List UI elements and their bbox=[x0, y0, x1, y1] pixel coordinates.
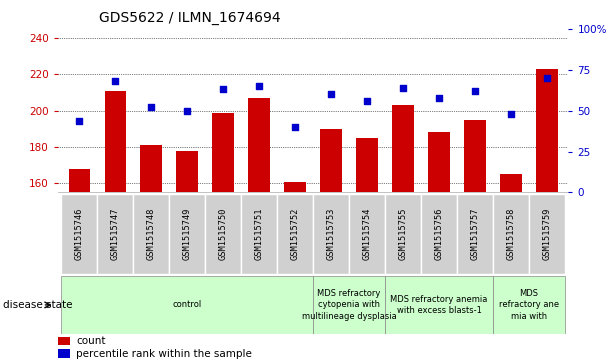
Text: GSM1515757: GSM1515757 bbox=[471, 208, 480, 260]
Point bbox=[362, 98, 372, 104]
Text: GSM1515755: GSM1515755 bbox=[398, 208, 407, 260]
Point bbox=[182, 108, 192, 114]
Text: GSM1515752: GSM1515752 bbox=[291, 208, 300, 260]
Text: GSM1515747: GSM1515747 bbox=[111, 208, 120, 260]
Point bbox=[398, 85, 408, 91]
Bar bbox=[536, 69, 558, 363]
Bar bbox=[140, 145, 162, 363]
Bar bbox=[493, 276, 565, 334]
Point bbox=[542, 75, 552, 81]
Text: GSM1515754: GSM1515754 bbox=[362, 208, 371, 260]
Bar bbox=[105, 91, 126, 363]
Point bbox=[218, 87, 228, 93]
Text: disease state: disease state bbox=[3, 300, 72, 310]
Point bbox=[506, 111, 516, 117]
Point bbox=[290, 124, 300, 130]
Bar bbox=[61, 194, 97, 274]
Bar bbox=[464, 120, 486, 363]
Bar bbox=[169, 194, 206, 274]
Text: GSM1515750: GSM1515750 bbox=[219, 208, 228, 260]
Bar bbox=[529, 194, 565, 274]
Text: count: count bbox=[76, 336, 106, 346]
Bar bbox=[500, 174, 522, 363]
Bar bbox=[356, 138, 378, 363]
Text: GSM1515759: GSM1515759 bbox=[542, 208, 551, 260]
Point bbox=[326, 91, 336, 97]
Point bbox=[74, 118, 84, 123]
Bar bbox=[212, 113, 234, 363]
Bar bbox=[428, 132, 450, 363]
Bar bbox=[277, 194, 313, 274]
Bar bbox=[385, 276, 493, 334]
Text: percentile rank within the sample: percentile rank within the sample bbox=[76, 349, 252, 359]
Bar bbox=[349, 194, 385, 274]
Bar bbox=[58, 337, 70, 346]
Bar bbox=[285, 182, 306, 363]
Text: GSM1515749: GSM1515749 bbox=[183, 208, 192, 260]
Bar bbox=[385, 194, 421, 274]
Bar bbox=[97, 194, 133, 274]
Bar bbox=[421, 194, 457, 274]
Bar bbox=[320, 129, 342, 363]
Bar bbox=[249, 98, 270, 363]
Text: GSM1515746: GSM1515746 bbox=[75, 208, 84, 260]
Bar bbox=[313, 194, 349, 274]
Point bbox=[254, 83, 264, 89]
Bar bbox=[457, 194, 493, 274]
Text: control: control bbox=[173, 301, 202, 309]
Text: MDS
refractory ane
mia with: MDS refractory ane mia with bbox=[499, 289, 559, 321]
Point bbox=[111, 78, 120, 84]
Text: GSM1515753: GSM1515753 bbox=[326, 208, 336, 260]
Bar bbox=[69, 169, 90, 363]
Point bbox=[470, 88, 480, 94]
Text: GSM1515748: GSM1515748 bbox=[147, 208, 156, 260]
Bar bbox=[176, 151, 198, 363]
Bar bbox=[133, 194, 169, 274]
Text: GSM1515756: GSM1515756 bbox=[435, 208, 443, 260]
Point bbox=[434, 95, 444, 101]
Text: GSM1515751: GSM1515751 bbox=[255, 208, 264, 260]
Text: GDS5622 / ILMN_1674694: GDS5622 / ILMN_1674694 bbox=[98, 11, 280, 25]
Text: GSM1515758: GSM1515758 bbox=[506, 208, 516, 260]
Bar bbox=[493, 194, 529, 274]
Text: MDS refractory anemia
with excess blasts-1: MDS refractory anemia with excess blasts… bbox=[390, 295, 488, 315]
Text: MDS refractory
cytopenia with
multilineage dysplasia: MDS refractory cytopenia with multilinea… bbox=[302, 289, 396, 321]
Bar bbox=[58, 349, 70, 358]
Bar bbox=[392, 105, 414, 363]
Bar bbox=[241, 194, 277, 274]
Bar bbox=[206, 194, 241, 274]
Point bbox=[147, 105, 156, 110]
Bar bbox=[61, 276, 313, 334]
Bar bbox=[313, 276, 385, 334]
